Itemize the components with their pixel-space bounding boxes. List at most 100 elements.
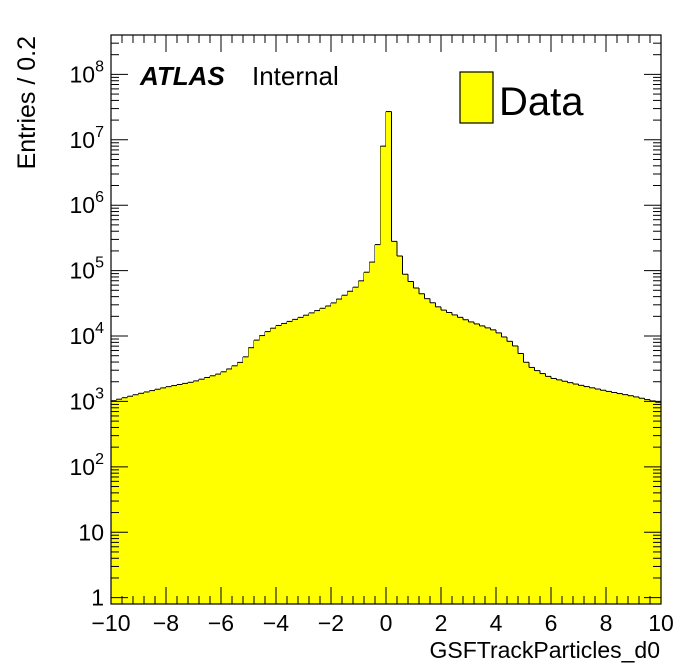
- histogram-bar: [545, 376, 552, 604]
- histogram-bar: [397, 255, 403, 605]
- histogram-bar: [567, 382, 574, 604]
- legend-swatch: [459, 71, 494, 124]
- x-tick-label: −8: [153, 610, 179, 636]
- histogram-bar: [309, 312, 315, 604]
- histogram-bar: [573, 384, 579, 604]
- histogram-bar: [413, 288, 420, 604]
- histogram-bar: [177, 384, 183, 604]
- histogram-bar: [226, 368, 233, 604]
- histogram-bar: [617, 393, 623, 604]
- histogram-bar: [188, 382, 194, 604]
- histogram-bar: [127, 396, 134, 604]
- histogram-bar: [320, 308, 326, 604]
- histogram-bar: [628, 395, 634, 604]
- histogram-bar: [210, 375, 216, 604]
- histogram-bar: [144, 391, 150, 604]
- histogram-bar: [490, 329, 497, 604]
- status-label: Internal: [252, 61, 339, 91]
- histogram-bar: [534, 370, 541, 604]
- histogram-bar: [116, 399, 123, 604]
- histogram-bar: [479, 325, 486, 604]
- y-tick-label: 105: [70, 255, 105, 284]
- histogram-bar: [215, 374, 222, 604]
- histogram-bar: [336, 299, 343, 604]
- histogram-bar: [611, 392, 618, 604]
- x-tick-label: 10: [648, 610, 674, 636]
- y-axis-ticks: 1 10 102 103 104 105 106 107 108: [70, 34, 661, 611]
- histogram-bar: [424, 298, 431, 604]
- histogram-bar: [523, 362, 530, 604]
- histogram-bar: [237, 362, 244, 604]
- histogram-bar: [276, 325, 282, 604]
- x-tick-label: 6: [545, 610, 558, 636]
- histogram-bar: [138, 393, 145, 604]
- histogram-bar: [364, 272, 370, 604]
- histogram-bar: [386, 111, 392, 604]
- histogram-bar: [639, 398, 645, 604]
- histogram-bar: [644, 399, 651, 604]
- histogram-bar: [331, 302, 337, 604]
- histogram-bar: [430, 302, 436, 604]
- histogram-bar: [303, 315, 310, 604]
- y-tick-label: 1: [91, 585, 104, 611]
- histogram-bar: [259, 335, 266, 604]
- histogram-bar: [204, 377, 211, 604]
- histogram-bar: [622, 394, 629, 604]
- x-tick-label: −10: [91, 610, 130, 636]
- histogram-bar: [391, 241, 398, 604]
- histogram-bar: [232, 365, 238, 604]
- y-axis-title: Entries / 0.2: [13, 36, 41, 169]
- histogram-bar: [221, 371, 227, 604]
- histogram-bar: [160, 387, 167, 604]
- x-axis-title: GSFTrackParticles_d0: [430, 637, 661, 663]
- y-tick-label: 106: [70, 189, 105, 218]
- histogram-bar: [281, 323, 288, 604]
- histogram-bar: [380, 146, 387, 604]
- histogram-bar: [149, 390, 156, 604]
- plot-area: [111, 111, 662, 605]
- histogram-bar: [408, 281, 414, 604]
- histogram-bar: [133, 394, 139, 604]
- histogram-bar: [199, 379, 205, 604]
- histogram-bar: [529, 367, 535, 604]
- histogram-bar: [551, 378, 557, 604]
- histogram-bar: [584, 386, 590, 604]
- x-tick-label: 0: [380, 610, 393, 636]
- histogram-bar: [518, 353, 524, 604]
- histogram-bar: [358, 280, 365, 604]
- histogram-bar: [287, 321, 293, 604]
- y-tick-label: 10: [78, 519, 104, 545]
- histogram-bar: [182, 383, 189, 604]
- histogram-bar: [595, 389, 601, 604]
- y-tick-label: 108: [70, 58, 105, 87]
- histogram-bar: [342, 295, 348, 604]
- histogram-bar: [600, 390, 607, 604]
- histogram-bar: [463, 319, 469, 604]
- y-tick-label: 102: [70, 451, 105, 480]
- histogram-bar: [270, 328, 277, 604]
- histogram-bar: [243, 356, 249, 604]
- histogram-bar: [650, 400, 656, 604]
- histogram-bar: [501, 336, 508, 604]
- x-tick-label: 4: [490, 610, 503, 636]
- histogram-bar: [435, 306, 442, 604]
- legend-entry-data: Data: [499, 80, 584, 124]
- histogram-bar: [452, 314, 458, 604]
- atlas-label: ATLAS: [139, 61, 225, 91]
- histogram-bar: [446, 312, 453, 604]
- histogram-bar: [325, 305, 332, 604]
- histogram-bar: [441, 310, 447, 604]
- histogram-bar: [655, 402, 662, 604]
- histogram-bar: [265, 331, 271, 604]
- histogram-bar: [298, 317, 304, 604]
- y-tick-label: 103: [70, 385, 105, 414]
- histogram-bar: [353, 287, 359, 604]
- histogram-bar: [457, 317, 464, 604]
- histogram-bar: [606, 391, 612, 604]
- histogram-bar: [485, 327, 491, 604]
- histogram-bar: [402, 274, 409, 604]
- histogram-bar: [111, 400, 117, 604]
- histogram-bar: [248, 347, 255, 604]
- histogram-bar: [496, 332, 502, 604]
